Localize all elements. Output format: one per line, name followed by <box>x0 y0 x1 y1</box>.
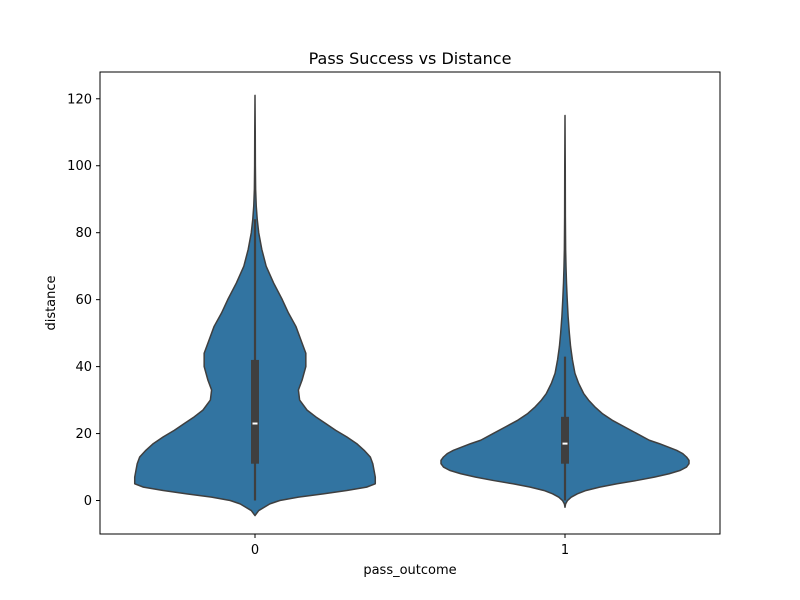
axes: 0 20 40 60 80 100 120 0 1 <box>67 92 569 558</box>
y-tick-label: 60 <box>75 293 92 308</box>
violin-iqr-box-1 <box>561 416 569 464</box>
y-tick-label: 80 <box>75 226 92 241</box>
x-tick-label: 0 <box>251 543 259 558</box>
plot-area <box>133 94 690 517</box>
y-tick-label: 0 <box>84 494 92 509</box>
chart-title: Pass Success vs Distance <box>309 49 512 68</box>
y-axis-label: distance <box>44 275 59 330</box>
y-tick-label: 120 <box>67 92 92 107</box>
x-tick-label: 1 <box>561 543 569 558</box>
y-tick-label: 100 <box>67 159 92 174</box>
x-axis-label: pass_outcome <box>363 563 456 578</box>
plot-frame <box>99 71 721 535</box>
y-tick-label: 40 <box>75 360 92 375</box>
violin-body-1 <box>440 114 690 508</box>
violin-iqr-box-0 <box>251 359 259 464</box>
y-tick-label: 20 <box>75 427 92 442</box>
